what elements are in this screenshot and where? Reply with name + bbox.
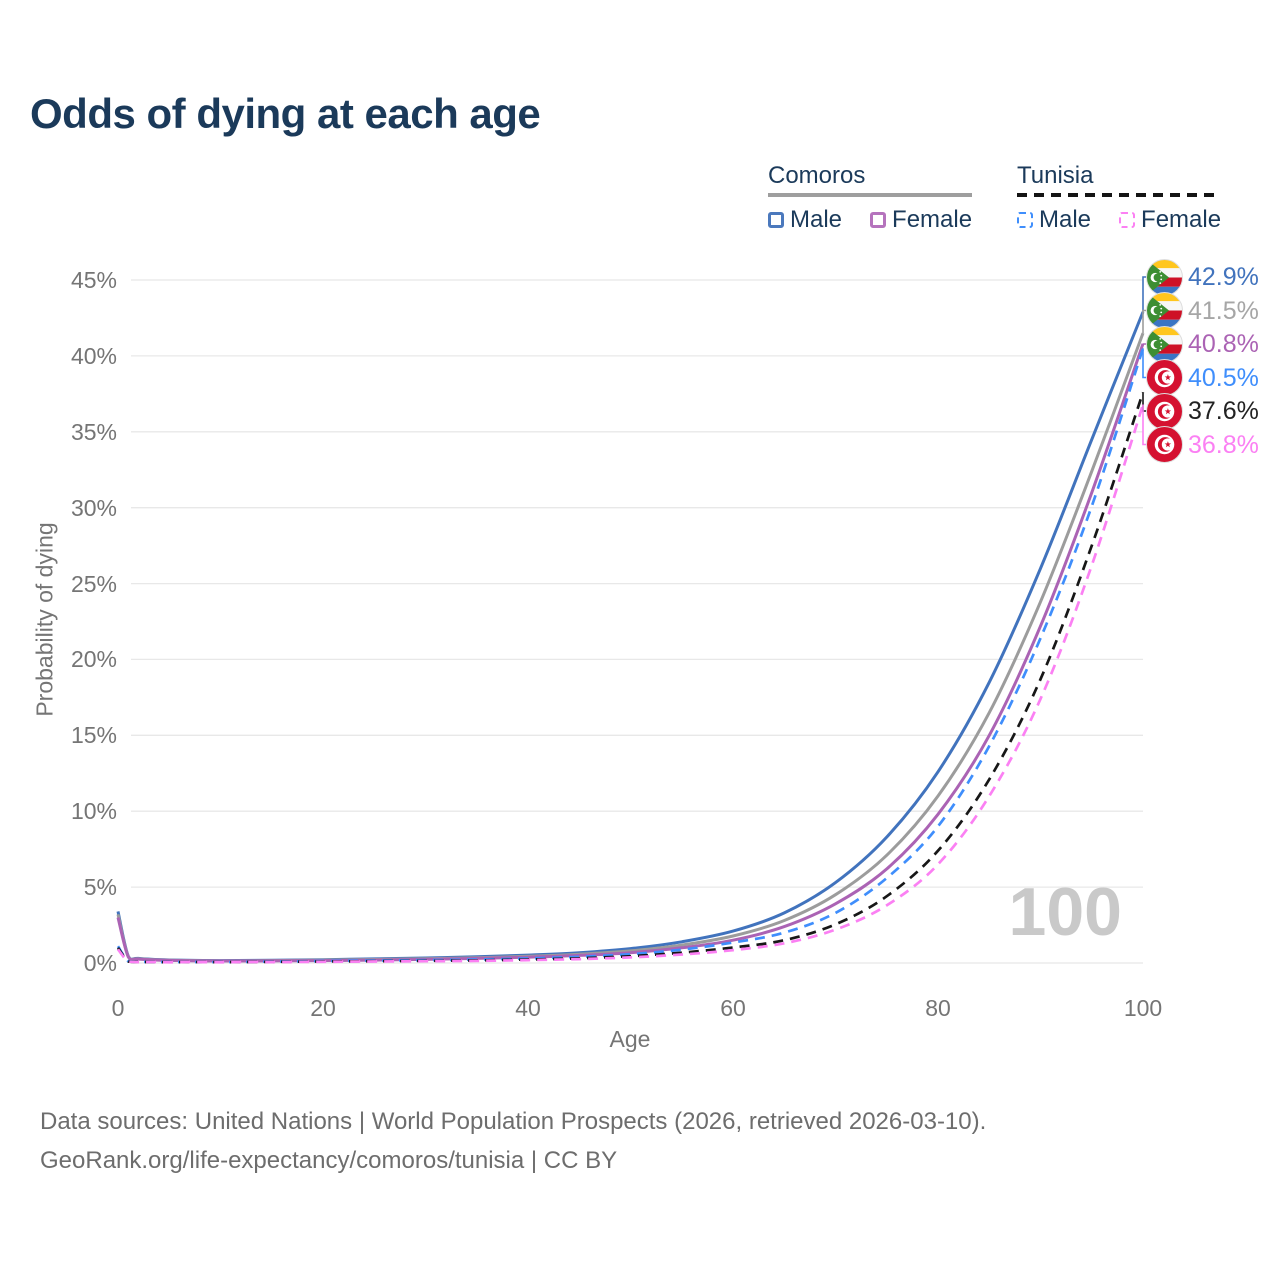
series-line-tunisia-male bbox=[116, 347, 1145, 964]
y-tick-0%: 0% bbox=[83, 950, 117, 976]
legend-group-title-comoros: Comoros bbox=[768, 162, 866, 189]
legend-item-comoros-female: Female bbox=[870, 206, 972, 234]
y-tick-45%: 45% bbox=[70, 267, 117, 293]
comoros-flag-icon bbox=[1146, 326, 1183, 362]
footer-attribution: GeoRank.org/life-expectancy/comoros/tuni… bbox=[40, 1147, 618, 1174]
tunisia-flag-icon bbox=[1146, 426, 1183, 463]
x-tick-0: 0 bbox=[111, 995, 125, 1021]
series-line-tunisia-female bbox=[116, 404, 1145, 964]
series-line-tunisia bbox=[116, 391, 1145, 964]
tunisia-flag-icon bbox=[1146, 359, 1183, 396]
legend-label-tunisia-male: Male bbox=[1039, 206, 1092, 233]
end-label-tunisia-female: 36.8% bbox=[1188, 430, 1259, 459]
end-flag-tunisia-4 bbox=[1146, 392, 1183, 430]
end-label-tunisia: 37.6% bbox=[1188, 397, 1259, 425]
y-tick-25%: 25% bbox=[70, 570, 117, 597]
legend-item-tunisia-male: Male bbox=[1017, 206, 1091, 234]
end-flag-tunisia-5 bbox=[1146, 426, 1183, 463]
page-title: Odds of dying at each age bbox=[30, 90, 541, 137]
y-tick-15%: 15% bbox=[70, 722, 117, 749]
y-tick-40%: 40% bbox=[70, 342, 117, 369]
legend-group-tunisia: Tunisia Male Female bbox=[1017, 162, 1222, 234]
y-tick-20%: 20% bbox=[70, 646, 117, 673]
x-tick-40: 40 bbox=[515, 995, 541, 1021]
legend-line-key-tunisia bbox=[1017, 193, 1222, 197]
comoros-flag-icon bbox=[1146, 259, 1183, 295]
x-tick-60: 60 bbox=[720, 995, 746, 1021]
x-tick-20: 20 bbox=[310, 995, 336, 1021]
end-flag-comoros-2 bbox=[1146, 325, 1183, 363]
legend-label-comoros-male: Male bbox=[790, 206, 843, 233]
tunisia-flag-icon bbox=[1146, 393, 1183, 429]
series-line-comoros-female bbox=[116, 343, 1145, 963]
legend-swatch-tunisia-female bbox=[1119, 212, 1136, 228]
legend-group-comoros: Comoros Male Female bbox=[768, 162, 973, 234]
end-flag-comoros-1 bbox=[1146, 292, 1183, 329]
legend-line-key-comoros bbox=[768, 193, 973, 197]
end-label-comoros-female: 40.8% bbox=[1188, 330, 1259, 358]
end-flag-comoros-0 bbox=[1146, 258, 1183, 296]
legend-item-tunisia-female: Female bbox=[1119, 206, 1221, 234]
x-tick-100: 100 bbox=[1123, 995, 1163, 1021]
legend-item-comoros-male: Male bbox=[768, 206, 842, 234]
legend-label-tunisia-female: Female bbox=[1141, 206, 1222, 233]
x-tick-80: 80 bbox=[925, 995, 951, 1021]
y-tick-10%: 10% bbox=[70, 798, 117, 825]
legend-group-title-tunisia: Tunisia bbox=[1017, 162, 1094, 189]
legend-swatch-tunisia-male bbox=[1017, 212, 1033, 228]
series-line-comoros-male bbox=[116, 311, 1145, 963]
y-tick-5%: 5% bbox=[83, 874, 117, 901]
comoros-flag-icon bbox=[1146, 292, 1183, 329]
y-axis-title: Probability of dying bbox=[31, 522, 58, 717]
series-line-comoros bbox=[116, 332, 1145, 963]
end-label-tunisia-male: 40.5% bbox=[1188, 363, 1259, 392]
y-tick-30%: 30% bbox=[70, 494, 117, 521]
end-label-comoros-male: 42.9% bbox=[1188, 263, 1259, 291]
end-flag-tunisia-3 bbox=[1146, 359, 1183, 396]
legend-swatch-comoros-male bbox=[768, 212, 784, 228]
end-label-comoros: 41.5% bbox=[1188, 296, 1259, 325]
x-axis-title: Age bbox=[609, 1026, 651, 1052]
y-tick-35%: 35% bbox=[70, 418, 117, 445]
legend-swatch-comoros-female bbox=[870, 212, 887, 228]
watermark-age-100: 100 bbox=[1008, 874, 1122, 950]
legend-label-comoros-female: Female bbox=[892, 206, 973, 233]
footer-data-sources: Data sources: United Nations | World Pop… bbox=[40, 1108, 987, 1135]
